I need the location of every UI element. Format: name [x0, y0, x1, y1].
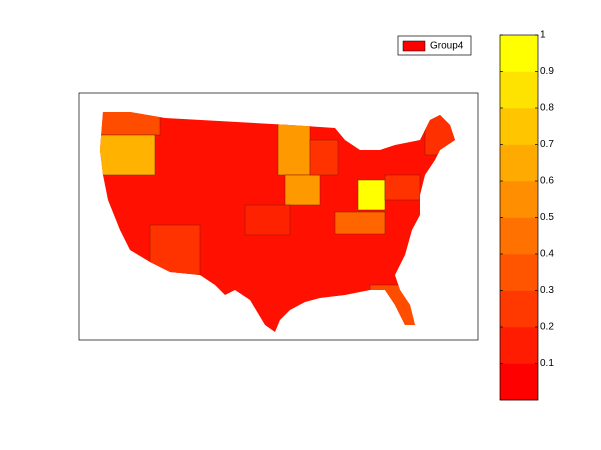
ohio	[357, 179, 386, 211]
colorbar-tick-label: 0.8	[540, 103, 554, 114]
colorbar-tick-label: 0.9	[540, 66, 554, 77]
colorbar-tick-label: 0.6	[540, 176, 554, 187]
colorbar: 0.1 0.2 0.3 0.4 0.5 0.6 0.7 0.8 0.9 1	[499, 30, 554, 401]
colorbar-band	[500, 35, 538, 72]
colorbar-band	[500, 217, 538, 255]
colorbar-band	[500, 254, 538, 291]
wisconsin	[309, 139, 339, 176]
colorbar-band	[500, 363, 538, 401]
colorbar-band	[500, 181, 538, 218]
colorbar-tick-label: 0.4	[540, 249, 554, 260]
legend-label: Group4	[430, 41, 464, 52]
colorbar-band	[500, 290, 538, 328]
colorbar-tick-label: 0.3	[540, 285, 554, 296]
colorbar-tick-label: 1	[540, 30, 546, 41]
colorbar-band	[500, 108, 538, 145]
colorbar-tick-label: 0.1	[540, 358, 554, 369]
iowa	[284, 174, 321, 206]
colorbar-band	[500, 327, 538, 364]
legend-swatch	[402, 40, 426, 52]
colorbar-band	[500, 71, 538, 109]
colorbar-tick-label: 0.2	[540, 322, 554, 333]
kansas	[244, 204, 291, 236]
colorbar-tick-label: 0.5	[540, 212, 554, 223]
colorbar-band	[500, 144, 538, 182]
minnesota	[277, 119, 311, 176]
kentucky	[334, 211, 386, 235]
oregon	[100, 134, 156, 176]
pennsylvania	[384, 174, 421, 201]
colorbar-tick-label: 0.7	[540, 139, 554, 150]
